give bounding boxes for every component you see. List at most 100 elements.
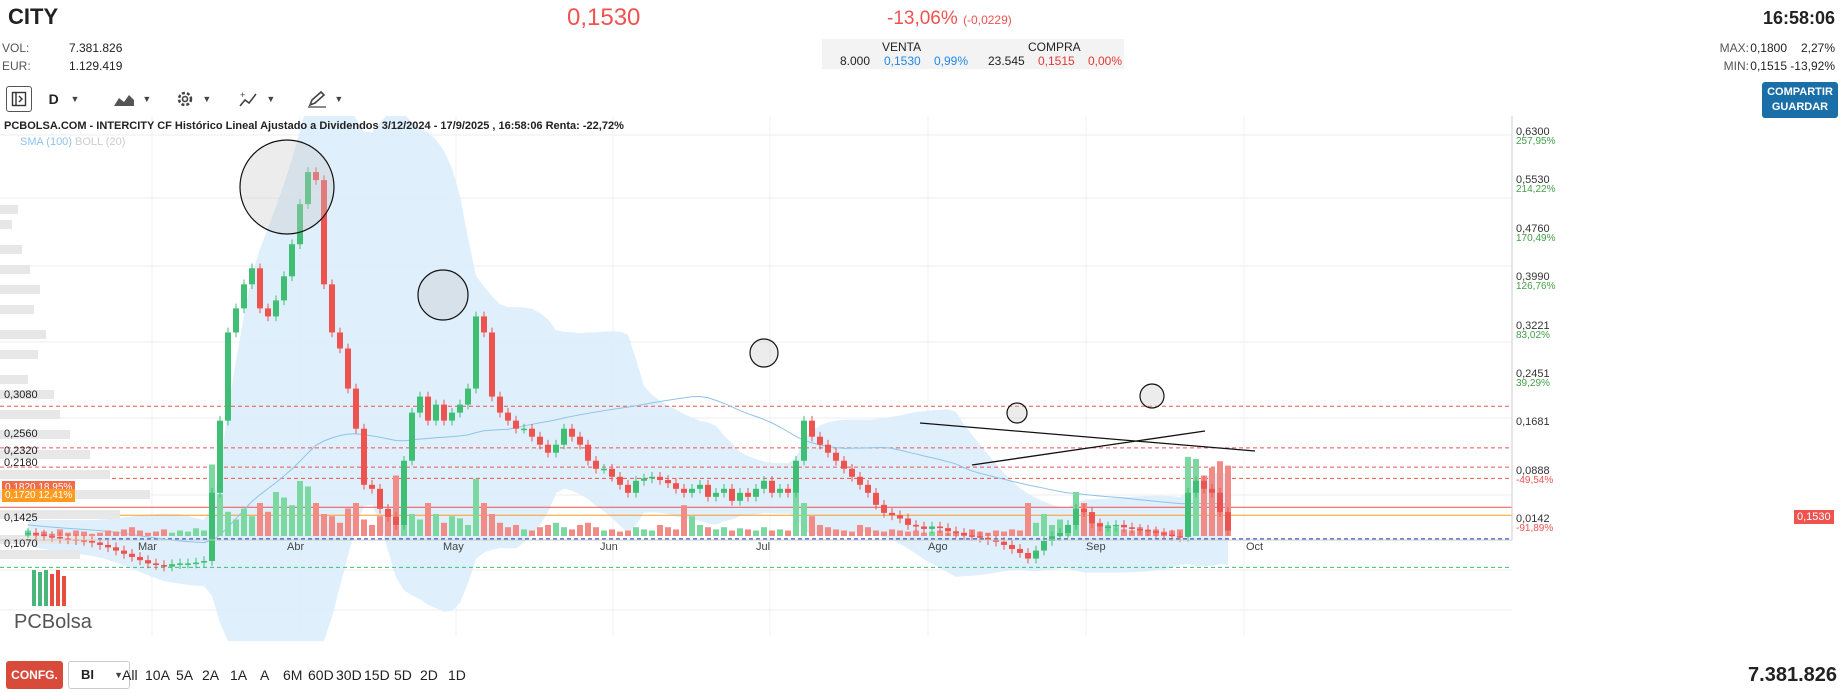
- candle-body: [825, 444, 831, 453]
- period-button-all[interactable]: All: [122, 667, 138, 683]
- axis-percent-label: -49,54%: [1516, 475, 1554, 486]
- min-label: MIN:: [1723, 59, 1749, 73]
- volume-bar: [465, 525, 471, 536]
- candle-body: [433, 404, 439, 421]
- chevron-down-icon: ▼: [202, 94, 212, 104]
- volume-bar: [745, 529, 751, 536]
- candle-body: [553, 444, 559, 453]
- price-chart[interactable]: Mar Abr May Jun Jul Ago Sep Oct: [0, 116, 1847, 652]
- volume-bar: [681, 505, 687, 536]
- annotation-circle: [749, 338, 779, 368]
- candle-body: [849, 468, 855, 477]
- candle-body: [697, 484, 703, 489]
- change-block: -13,06% (-0,0229): [887, 8, 1012, 30]
- period-button-2a[interactable]: 2A: [202, 667, 220, 683]
- min-percent: -13,92%: [1790, 59, 1835, 73]
- volume-bar: [425, 503, 431, 536]
- axis-percent-label: -91,89%: [1516, 523, 1554, 534]
- month-label: Abr: [287, 541, 304, 553]
- volume-bar: [713, 529, 719, 536]
- pcbolsa-logo-mark: [32, 570, 66, 606]
- candle-body: [905, 518, 911, 525]
- legend-sma: SMA (100): [20, 136, 72, 148]
- candle-body: [1185, 492, 1191, 537]
- chevron-down-icon: ▼: [334, 94, 344, 104]
- volume-bar: [841, 530, 847, 536]
- volume-bar: [225, 511, 231, 536]
- candle-body: [1209, 488, 1215, 493]
- axis-price-label: 0,3990: [1516, 271, 1550, 283]
- sidebar-toggle-button[interactable]: [6, 86, 32, 112]
- chevron-down-icon: ▼: [114, 670, 123, 680]
- period-button-5d[interactable]: 5D: [394, 667, 412, 683]
- candle-body: [153, 563, 159, 565]
- axis-percent-label: 83,02%: [1516, 330, 1550, 341]
- period-button-15d[interactable]: 15D: [364, 667, 390, 683]
- candle-body: [1001, 541, 1007, 545]
- volume-bar: [329, 516, 335, 536]
- volume-bar: [753, 530, 759, 536]
- vol-value: 7.381.826: [69, 41, 123, 55]
- volume-bar: [305, 486, 311, 536]
- legend-boll: BOLL (20): [75, 136, 126, 148]
- chevron-down-icon: ▼: [266, 94, 276, 104]
- chart-type-dropdown[interactable]: ▼: [110, 86, 154, 112]
- candle-body: [721, 488, 727, 493]
- candle-body: [393, 516, 399, 525]
- candle-body: [689, 488, 695, 493]
- volume-bar: [897, 530, 903, 536]
- config-button[interactable]: CONFG.: [6, 661, 63, 689]
- annotation-circle: [239, 139, 335, 235]
- period-button-60d[interactable]: 60D: [308, 667, 334, 683]
- candle-body: [1097, 523, 1103, 527]
- indicators-dropdown[interactable]: + ▼: [234, 86, 280, 112]
- volume-bar: [457, 518, 463, 536]
- volume-bar: [201, 530, 207, 536]
- candle-body: [737, 492, 743, 501]
- candle-body: [569, 428, 575, 437]
- candle-body: [969, 535, 975, 537]
- mode-select[interactable]: BI ▼: [68, 661, 130, 689]
- volume-profile-bar: [0, 305, 34, 314]
- volume-bar: [97, 532, 103, 536]
- period-button-10a[interactable]: 10A: [145, 667, 170, 683]
- candle-body: [401, 460, 407, 525]
- eur-value: 1.129.419: [69, 59, 123, 73]
- indicator-icon: +: [239, 90, 257, 107]
- period-dropdown[interactable]: D ▼: [44, 86, 84, 112]
- period-button-5a[interactable]: 5A: [176, 667, 194, 683]
- candle-body: [297, 204, 303, 245]
- volume-bar: [729, 530, 735, 536]
- candle-body: [185, 563, 191, 565]
- volume-bar: [577, 525, 583, 536]
- candle-body: [937, 526, 943, 529]
- volume-bar: [761, 527, 767, 536]
- period-button-1d[interactable]: 1D: [448, 667, 466, 683]
- level-label: 0,2180: [4, 457, 38, 469]
- candle-body: [889, 512, 895, 516]
- volume-bar: [169, 532, 175, 536]
- clock: 16:58:06: [1762, 8, 1835, 28]
- volume-bar: [473, 478, 479, 536]
- candle-body: [993, 540, 999, 542]
- drawing-tools-dropdown[interactable]: ▼: [302, 86, 348, 112]
- period-button-6m[interactable]: 6M: [283, 667, 303, 683]
- share-save-button[interactable]: COMPARTIR GUARDAR: [1762, 82, 1838, 118]
- volume-bar: [289, 505, 295, 536]
- settings-dropdown[interactable]: ▼: [170, 86, 216, 112]
- candle-body: [673, 483, 679, 489]
- period-button-30d[interactable]: 30D: [336, 667, 362, 683]
- bollinger-band: [28, 116, 1228, 642]
- candle-body: [249, 268, 255, 285]
- period-button-2d[interactable]: 2D: [420, 667, 438, 683]
- mode-label: BI: [81, 667, 94, 682]
- volume-bar: [1017, 530, 1023, 536]
- candle-body: [649, 476, 655, 479]
- venta-price: 0,1530: [884, 54, 921, 68]
- volume-bar: [849, 531, 855, 536]
- month-label: Jun: [600, 541, 618, 553]
- period-button-1a[interactable]: 1A: [230, 667, 248, 683]
- period-button-a[interactable]: A: [260, 667, 270, 683]
- candle-body: [97, 542, 103, 545]
- candle-body: [521, 428, 527, 431]
